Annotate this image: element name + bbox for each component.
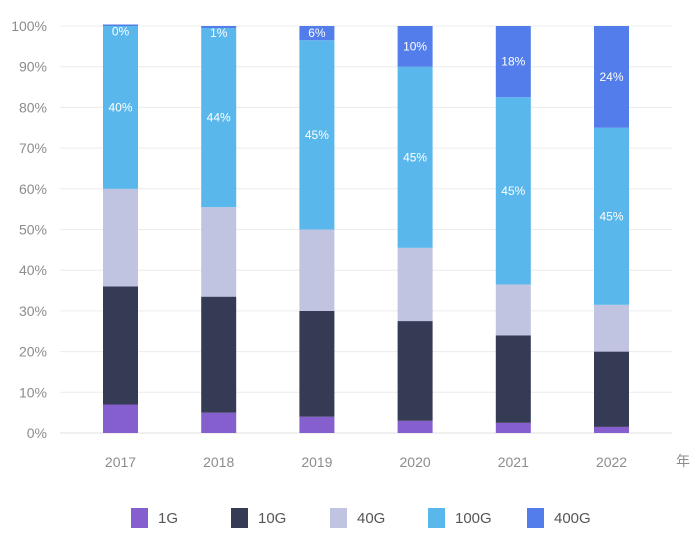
bar-segment-100g-2020 <box>397 66 433 248</box>
legend-label: 40G <box>357 509 386 527</box>
y-tick-label: 40% <box>19 262 47 278</box>
y-tick-label: 10% <box>19 384 47 400</box>
bar-segment-1g-2021 <box>495 422 531 433</box>
x-tick-label: 2022 <box>596 454 627 470</box>
y-tick-label: 20% <box>19 344 47 360</box>
legend-label: 100G <box>455 509 492 527</box>
data-label-400g-2021: 18% <box>501 55 525 69</box>
bar-segment-400g-2017 <box>103 24 138 26</box>
bar-segment-10g-2020 <box>397 321 433 421</box>
x-axis-ticks: 2017 2018 2019 2020 2021 2022 <box>105 454 627 470</box>
bar-segment-10g-2021 <box>495 335 531 423</box>
y-tick-label: 60% <box>19 181 47 197</box>
legend-swatch <box>231 508 248 528</box>
legend-label: 1G <box>158 509 179 527</box>
bar-segment-10g-2018 <box>201 296 237 413</box>
legend-item-100g[interactable]: 100G <box>428 504 492 532</box>
data-label-100g-2018: 44% <box>207 111 231 125</box>
bar-stack-2020 <box>397 26 433 433</box>
bar-stack-2022 <box>594 26 629 433</box>
segment-labels: 40% 0% 44% 1% 45% 6% 45% 10% 45% 18% 45% 24% <box>108 25 623 224</box>
legend-item-10g[interactable]: 10G <box>231 504 286 532</box>
bars <box>103 24 629 433</box>
legend-swatch <box>527 508 544 528</box>
bar-segment-40g-2021 <box>495 284 531 336</box>
y-axis-ticks: 0% 10% 20% 30% 40% 50% 60% 70% 80% 90% 100% <box>11 18 47 441</box>
bar-segment-40g-2019 <box>299 229 335 311</box>
bar-segment-100g-2022 <box>594 127 629 305</box>
bar-segment-400g-2018 <box>201 26 237 29</box>
x-axis-unit-label: 年 <box>676 453 690 469</box>
bar-segment-1g-2019 <box>299 416 335 433</box>
y-tick-label: 80% <box>19 99 47 115</box>
y-tick-label: 90% <box>19 59 47 75</box>
data-label-100g-2019: 45% <box>305 128 329 142</box>
bar-stack-2019 <box>299 26 335 433</box>
bar-segment-40g-2018 <box>201 207 237 297</box>
x-tick-label: 2021 <box>498 454 529 470</box>
legend-item-40g[interactable]: 40G <box>330 504 385 532</box>
legend-swatch <box>131 508 148 528</box>
x-tick-label: 2017 <box>105 454 136 470</box>
y-tick-label: 100% <box>11 18 47 34</box>
gridlines <box>60 25 672 434</box>
bar-segment-1g-2017 <box>103 404 138 433</box>
data-label-100g-2021: 45% <box>501 184 525 198</box>
bar-segment-40g-2020 <box>397 247 433 322</box>
legend-swatch <box>428 508 445 528</box>
y-tick-label: 50% <box>19 222 47 238</box>
bar-segment-10g-2022 <box>594 351 629 427</box>
bar-segment-100g-2018 <box>201 28 237 208</box>
bar-stack-2017 <box>103 24 138 433</box>
legend-label: 400G <box>554 509 591 527</box>
bar-segment-100g-2021 <box>495 97 531 285</box>
bar-segment-400g-2022 <box>594 26 629 128</box>
data-label-400g-2019: 6% <box>308 26 326 40</box>
data-label-400g-2018: 1% <box>210 26 228 40</box>
legend-label: 10G <box>258 509 287 527</box>
data-label-100g-2022: 45% <box>599 209 623 223</box>
bar-segment-10g-2019 <box>299 310 335 417</box>
legend-item-1g[interactable]: 1G <box>131 504 178 532</box>
y-tick-label: 0% <box>27 425 47 441</box>
bar-segment-400g-2019 <box>299 26 335 41</box>
y-tick-label: 70% <box>19 140 47 156</box>
bar-segment-1g-2020 <box>397 420 433 433</box>
legend: 1G 10G 40G 100G 400G <box>0 504 692 532</box>
data-label-100g-2017: 40% <box>108 100 132 114</box>
bar-segment-40g-2017 <box>103 188 138 287</box>
bar-segment-400g-2021 <box>495 26 531 98</box>
data-label-100g-2020: 45% <box>403 150 427 164</box>
bar-segment-100g-2017 <box>103 26 138 189</box>
stacked-bar-chart: 0%10%20%30%40%50%60%70%80%90%100% 40%0%4… <box>11 18 690 470</box>
data-label-400g-2017: 0% <box>112 25 130 39</box>
bar-stack-2018 <box>201 26 237 433</box>
bar-segment-1g-2018 <box>201 412 237 433</box>
data-label-400g-2020: 10% <box>403 39 427 53</box>
x-tick-label: 2019 <box>301 454 332 470</box>
bar-segment-400g-2020 <box>397 26 433 67</box>
bar-segment-100g-2019 <box>299 40 335 230</box>
y-tick-label: 30% <box>19 303 47 319</box>
bar-segment-40g-2022 <box>594 304 629 352</box>
bar-segment-10g-2017 <box>103 286 138 405</box>
bar-segment-1g-2022 <box>594 426 629 433</box>
x-tick-label: 2020 <box>400 454 431 470</box>
x-tick-label: 2018 <box>203 454 234 470</box>
bar-stack-2021 <box>495 26 531 433</box>
legend-item-400g[interactable]: 400G <box>527 504 591 532</box>
legend-swatch <box>330 508 347 528</box>
data-label-400g-2022: 24% <box>599 70 623 84</box>
